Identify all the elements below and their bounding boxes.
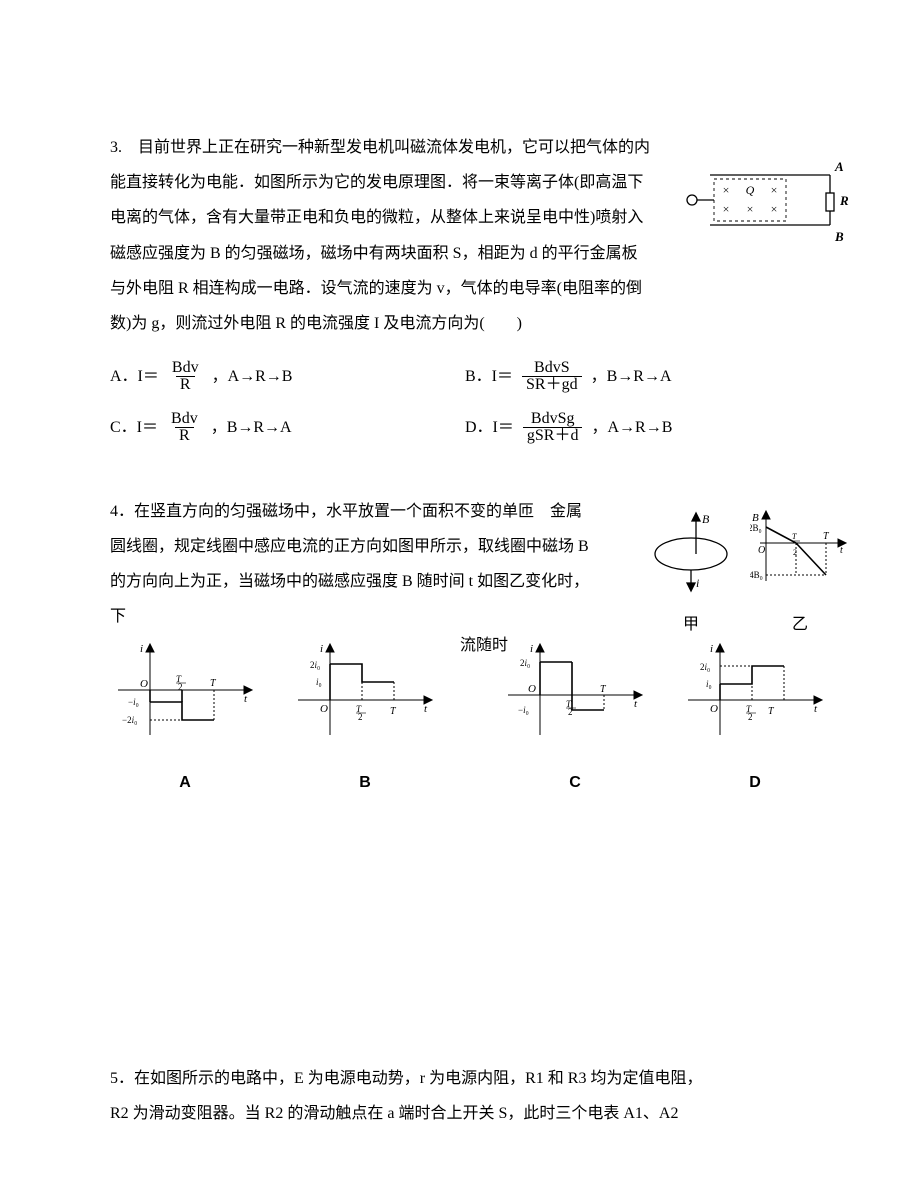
q4-option-C: i O t 2i₀ −i₀ T 2 T C xyxy=(500,640,650,800)
label-A: A xyxy=(834,159,844,174)
svg-text:O: O xyxy=(140,678,148,690)
q4-option-A: i O t T 2 T −i₀ −2i₀ A xyxy=(110,640,260,800)
svg-text:i: i xyxy=(710,643,713,655)
svg-text:i₀: i₀ xyxy=(316,677,322,687)
q5-line-2: R2 为滑动变阻器。当 R2 的滑动触点在 a 端时合上开关 S，此时三个电表 … xyxy=(110,1096,820,1131)
q4-option-D: i O t 2i₀ i₀ T 2 T D xyxy=(680,640,830,800)
svg-text:−4B₀: −4B₀ xyxy=(750,570,763,580)
svg-text:2B₀: 2B₀ xyxy=(750,523,762,533)
svg-text:t: t xyxy=(634,698,638,710)
caption-yi: 乙 xyxy=(750,607,850,642)
svg-text:×: × xyxy=(771,183,778,197)
svg-text:2: 2 xyxy=(568,707,573,717)
q3-option-B: B．I＝ BdvSSR＋gd ，B→R→A xyxy=(465,359,820,394)
svg-text:×: × xyxy=(723,202,730,216)
svg-text:B: B xyxy=(702,512,710,526)
question-4: 4．在竖直方向的匀强磁场中，水平放置一个面积不变的单匝 金属圆线圈，规定线圈中感… xyxy=(110,494,820,801)
svg-text:−i₀: −i₀ xyxy=(128,697,139,707)
q3-option-A: A．I＝ BdvR ，A→R→B xyxy=(110,359,465,394)
svg-text:−2i₀: −2i₀ xyxy=(122,715,137,725)
svg-text:O: O xyxy=(320,703,328,715)
svg-text:Q: Q xyxy=(746,183,755,197)
svg-text:i: i xyxy=(320,643,323,655)
svg-text:t: t xyxy=(840,545,843,556)
svg-text:T: T xyxy=(390,706,397,717)
svg-text:2i₀: 2i₀ xyxy=(310,660,320,670)
question-5: 5．在如图所示的电路中，E 为电源电动势，r 为电源内阻，R1 和 R3 均为定… xyxy=(110,1061,820,1131)
svg-text:2i₀: 2i₀ xyxy=(700,662,710,672)
svg-text:t: t xyxy=(424,703,428,715)
question-3: 3. 目前世界上正在研究一种新型发电机叫磁流体发电机，它可以把气体的内能直接转化… xyxy=(110,130,820,454)
svg-text:×: × xyxy=(723,183,730,197)
svg-text:O: O xyxy=(528,683,536,695)
q3-circuit-figure: × Q × × × × A R B xyxy=(680,155,850,278)
q3-options: A．I＝ BdvR ，A→R→B B．I＝ BdvSSR＋gd ，B→R→A C… xyxy=(110,351,820,453)
label-R: R xyxy=(839,193,849,208)
q5-line-1: 5．在如图所示的电路中，E 为电源电动势，r 为电源内阻，R1 和 R3 均为定… xyxy=(110,1061,820,1096)
q3-option-D: D．I＝ BdvSggSR＋d ，A→R→B xyxy=(465,410,820,445)
svg-text:2: 2 xyxy=(178,682,183,692)
q4-options: i O t T 2 T −i₀ −2i₀ A xyxy=(110,640,820,800)
q4-option-B: i O t 2i₀ i₀ T 2 T B xyxy=(290,640,440,800)
svg-text:2: 2 xyxy=(793,548,797,557)
svg-text:T: T xyxy=(823,531,830,542)
q4-reference-figures: B i 甲 xyxy=(646,509,850,642)
svg-text:2: 2 xyxy=(748,712,753,722)
svg-text:i: i xyxy=(530,643,533,655)
svg-text:2: 2 xyxy=(358,712,363,722)
svg-text:T: T xyxy=(792,532,797,541)
svg-text:i: i xyxy=(696,576,699,590)
q4-stem-b: 流随时 xyxy=(460,628,508,663)
svg-text:×: × xyxy=(771,202,778,216)
svg-text:2i₀: 2i₀ xyxy=(520,658,530,668)
q3-option-C: C．I＝ BdvR ，B→R→A xyxy=(110,410,465,445)
svg-text:i: i xyxy=(140,643,143,655)
svg-text:O: O xyxy=(710,703,718,715)
svg-text:t: t xyxy=(814,703,818,715)
svg-text:i₀: i₀ xyxy=(706,679,712,689)
svg-text:t: t xyxy=(244,693,248,705)
svg-text:−i₀: −i₀ xyxy=(518,705,529,715)
svg-text:×: × xyxy=(747,202,754,216)
svg-text:T: T xyxy=(210,678,217,689)
label-B: B xyxy=(834,229,844,244)
svg-text:O: O xyxy=(758,545,765,556)
svg-text:T: T xyxy=(768,706,775,717)
caption-jia: 甲 xyxy=(646,607,736,642)
svg-text:T: T xyxy=(600,684,607,695)
